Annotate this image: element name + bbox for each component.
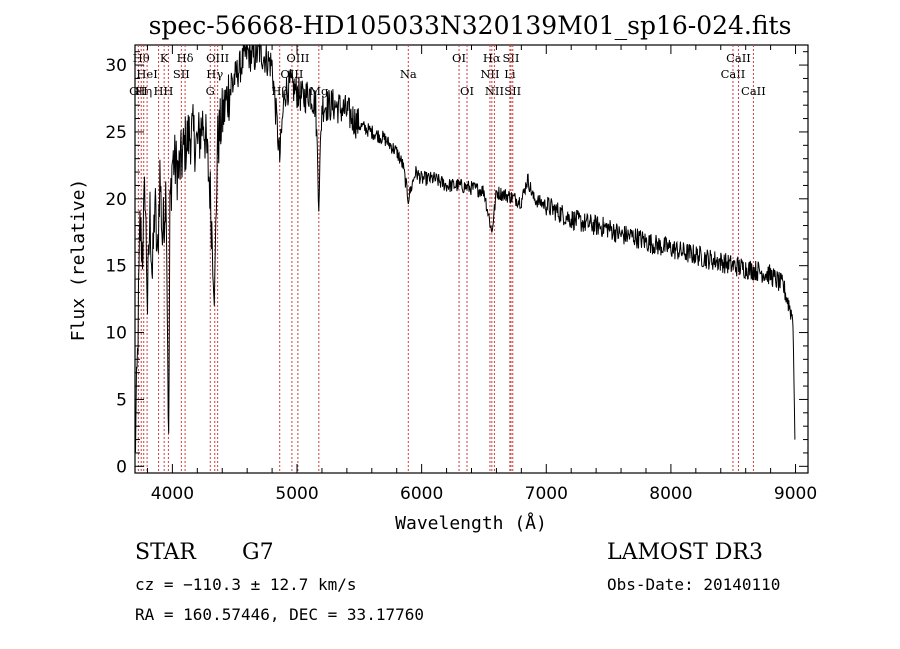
line-marker-label: OII	[129, 84, 148, 98]
y-tick-label: 5	[116, 390, 127, 410]
y-tick-label: 30	[105, 56, 127, 76]
line-marker-label: OI	[452, 51, 466, 65]
line-marker-label: K	[160, 51, 169, 65]
x-tick-label: 4000	[151, 484, 194, 504]
line-marker-label: G	[206, 84, 215, 98]
line-marker-label: Hγ	[206, 67, 223, 81]
y-tick-label: 20	[105, 190, 127, 210]
line-marker-label: Hδ	[177, 51, 194, 65]
line-marker-label: OIII	[206, 51, 229, 65]
redshift-readout: cz = −110.3 ± 12.7 km/s	[135, 575, 357, 594]
line-marker-label: Hα	[483, 51, 501, 65]
line-marker-label: Li	[504, 67, 516, 81]
x-tick-label: 6000	[400, 484, 443, 504]
x-tick-label: 7000	[525, 484, 568, 504]
y-tick-label: 15	[105, 257, 127, 277]
y-axis-label: Flux (relative)	[68, 179, 89, 342]
line-marker-label: CaII	[721, 67, 746, 81]
axis-ticks: 4000 5000 6000 7000 8000 9000 0 5 10 15 20 25 30	[105, 45, 817, 504]
emission-line-markers: OIIHθHηHeIHKHSIIHδGHγOIIIHβOIIIOIIIMgNaO…	[129, 45, 766, 473]
line-marker-label: OIII	[286, 51, 309, 65]
x-tick-label: 5000	[275, 484, 318, 504]
line-marker-label: Hη	[135, 84, 152, 98]
x-tick-label: 9000	[774, 484, 817, 504]
survey-name: LAMOST DR3	[607, 540, 763, 565]
line-marker-label: NII	[480, 67, 499, 81]
line-marker-label: Na	[400, 67, 417, 81]
y-tick-label: 10	[105, 324, 127, 344]
chart-title: spec-56668-HD105033N320139M01_sp16-024.f…	[149, 11, 792, 40]
line-marker-label: Mg	[309, 84, 329, 98]
line-marker-label: OI	[460, 84, 474, 98]
y-tick-label: 25	[105, 123, 127, 143]
x-tick-label: 8000	[649, 484, 692, 504]
observation-date: Obs-Date: 20140110	[607, 575, 781, 594]
line-marker-label: SII	[173, 67, 190, 81]
line-marker-label: CaII	[741, 84, 766, 98]
object-subclass: G7	[242, 540, 274, 565]
line-marker-label: HeI	[136, 67, 157, 81]
line-marker-label: SII	[504, 84, 521, 98]
line-marker-label: H	[154, 84, 164, 98]
line-marker-label: NII	[485, 84, 504, 98]
flux-series-line	[134, 43, 796, 453]
line-marker-label: H	[163, 84, 173, 98]
line-marker-label: SII	[503, 51, 520, 65]
line-marker-label: Hθ	[133, 51, 150, 65]
object-class: STAR	[135, 540, 196, 565]
y-tick-label: 0	[116, 457, 127, 477]
sky-coordinates: RA = 160.57446, DEC = 33.17760	[135, 605, 424, 624]
x-axis-label: Wavelength (Å)	[395, 512, 547, 534]
line-marker-label: CaII	[726, 51, 751, 65]
